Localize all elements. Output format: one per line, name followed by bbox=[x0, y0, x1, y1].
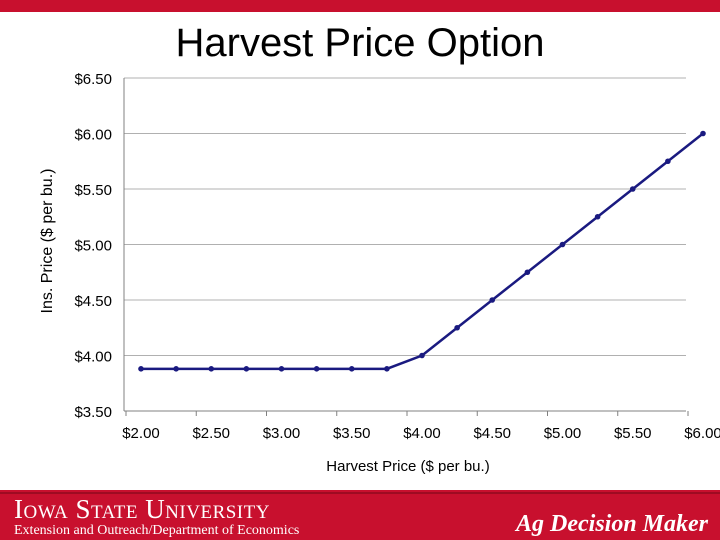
data-point bbox=[665, 158, 671, 165]
x-axis-label: Harvest Price ($ per bu.) bbox=[326, 458, 489, 475]
university-name: Iowa State University bbox=[14, 494, 270, 524]
y-tick-label: $5.00 bbox=[74, 238, 112, 255]
y-tick-label: $5.50 bbox=[74, 182, 112, 199]
y-tick-label: $6.50 bbox=[74, 71, 112, 88]
y-tick-label: $6.00 bbox=[74, 127, 112, 144]
data-point bbox=[348, 366, 355, 372]
data-point bbox=[313, 366, 320, 372]
brand-name: Ag Decision Maker bbox=[516, 511, 708, 537]
data-point bbox=[524, 269, 531, 276]
data-point bbox=[559, 241, 566, 248]
x-tick-label: $6.00 bbox=[684, 425, 720, 442]
department-name: Extension and Outreach/Department of Eco… bbox=[14, 523, 300, 538]
data-point bbox=[384, 366, 390, 372]
data-point bbox=[419, 352, 425, 359]
x-tick-label: $4.50 bbox=[473, 425, 511, 442]
x-tick-label: $2.50 bbox=[192, 425, 230, 442]
data-series bbox=[138, 130, 706, 372]
data-point bbox=[454, 324, 460, 331]
x-tick-label: $4.00 bbox=[403, 425, 441, 442]
x-tick-labels: $2.00 $2.50 $3.00 $3.50 $4.00 $4.50 $5.00 $5.50… bbox=[122, 425, 720, 442]
series-line bbox=[141, 132, 704, 371]
data-point bbox=[629, 186, 636, 192]
top-accent-bar bbox=[0, 0, 720, 12]
x-tick-label: $5.50 bbox=[614, 425, 652, 442]
data-point bbox=[489, 297, 496, 303]
data-point bbox=[700, 130, 706, 137]
data-point bbox=[243, 366, 250, 372]
y-axis-label: Ins. Price ($ per bu.) bbox=[39, 169, 56, 314]
x-tick-label: $3.00 bbox=[263, 425, 301, 442]
y-tick-label: $4.50 bbox=[74, 293, 112, 310]
data-point bbox=[594, 213, 601, 220]
y-tick-labels: $3.50 $4.00 $4.50 $5.00 $5.50 $6.00 $6.50 bbox=[74, 71, 112, 421]
y-tick-label: $4.00 bbox=[74, 349, 112, 366]
footer-divider bbox=[0, 492, 720, 494]
x-tick-label: $2.00 bbox=[122, 425, 160, 442]
data-point bbox=[138, 366, 144, 372]
x-tick-label: $3.50 bbox=[333, 425, 371, 442]
data-point bbox=[278, 366, 285, 372]
x-tick-label: $5.00 bbox=[544, 425, 582, 442]
line-chart: $3.50 $4.00 $4.50 $5.00 $5.50 $6.00 $6.50 $2.0… bbox=[39, 71, 720, 475]
data-point bbox=[208, 366, 215, 372]
footer-bar bbox=[0, 490, 720, 540]
y-tick-label: $3.50 bbox=[74, 404, 112, 421]
chart-axes bbox=[123, 78, 689, 416]
slide-title: Harvest Price Option bbox=[175, 21, 545, 65]
data-point bbox=[173, 366, 179, 372]
